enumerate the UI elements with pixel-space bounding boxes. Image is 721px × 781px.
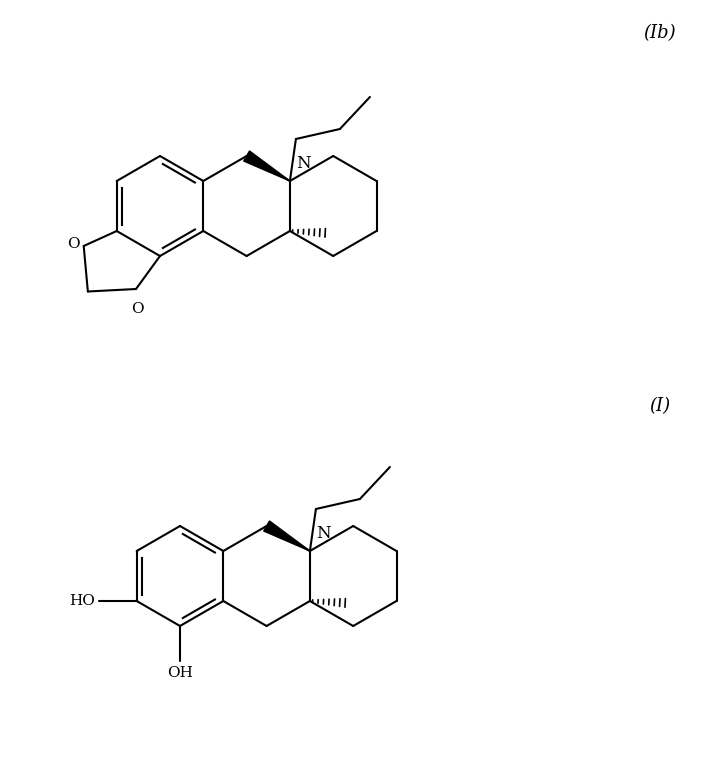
Text: O: O [131, 302, 143, 316]
Text: O: O [67, 237, 80, 251]
Text: OH: OH [167, 666, 193, 680]
Polygon shape [264, 521, 310, 551]
Text: (Ib): (Ib) [644, 24, 676, 42]
Text: N: N [296, 155, 311, 172]
Text: HO: HO [68, 594, 94, 608]
Text: (I): (I) [650, 397, 671, 415]
Text: N: N [316, 525, 330, 542]
Polygon shape [244, 151, 290, 181]
